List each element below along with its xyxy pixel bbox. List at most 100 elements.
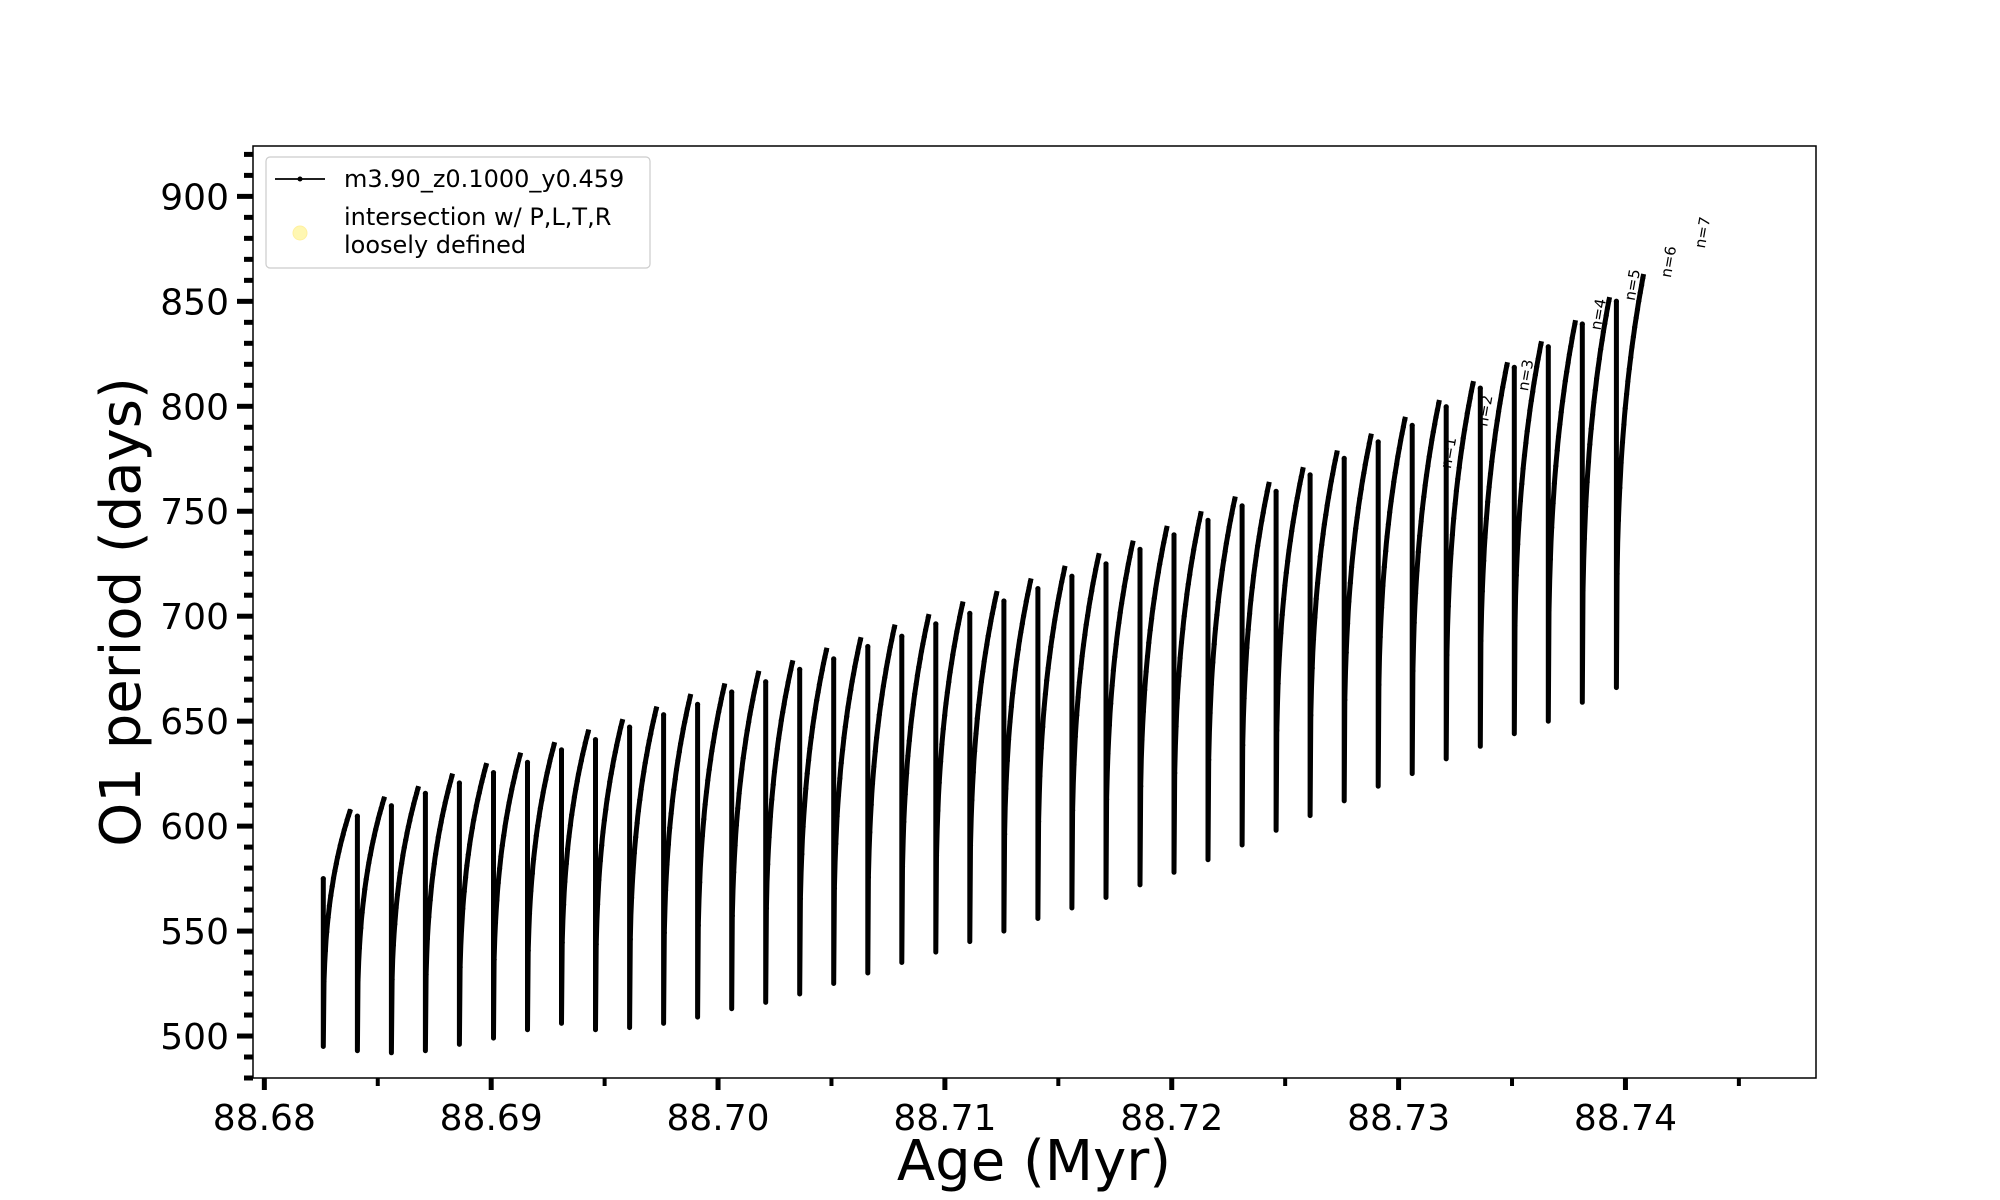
series-point <box>667 825 673 831</box>
series-point <box>950 652 956 658</box>
series-point <box>514 763 520 769</box>
series-point <box>343 822 349 828</box>
series-point <box>1255 543 1261 549</box>
series-point <box>1051 625 1057 631</box>
series-point <box>1331 464 1337 470</box>
series-point <box>1639 282 1645 288</box>
series-point <box>797 896 804 902</box>
series-point <box>855 650 861 656</box>
series-point <box>1278 630 1284 636</box>
series-point <box>672 776 678 782</box>
legend-entry-series: m3.90_z0.1000_y0.459 <box>344 165 624 193</box>
series-point <box>482 768 488 774</box>
series-point <box>980 668 986 675</box>
series-point <box>612 749 618 755</box>
series-point <box>646 738 652 744</box>
series-point <box>909 712 915 718</box>
series-point <box>1395 453 1401 459</box>
series-point <box>831 656 837 662</box>
series-point <box>532 844 538 850</box>
series-point <box>739 766 745 772</box>
series-point <box>1229 510 1235 516</box>
series-point <box>1042 691 1048 697</box>
series-point <box>800 824 806 830</box>
series-point <box>1140 708 1146 715</box>
series-point <box>1394 461 1400 467</box>
series-point <box>1614 571 1620 577</box>
series-point <box>1002 831 1008 837</box>
series-point <box>456 780 462 786</box>
y-tick-label: 700 <box>160 597 229 638</box>
series-point <box>1497 400 1503 406</box>
series-point <box>1086 604 1092 610</box>
y-tick-label: 750 <box>160 492 229 533</box>
series-point <box>1181 613 1187 619</box>
series-point <box>370 838 376 845</box>
series-point <box>1093 566 1099 573</box>
series-point <box>1177 655 1183 661</box>
series-point <box>1346 598 1352 604</box>
series-point <box>1144 653 1151 660</box>
series-point <box>473 803 479 809</box>
series-point <box>1296 488 1302 494</box>
x-tick-label: 88.74 <box>1574 1098 1677 1139</box>
series-point <box>671 787 677 793</box>
series-point <box>1244 645 1250 651</box>
series-point <box>1517 498 1523 504</box>
series-point <box>1176 673 1182 679</box>
series-point <box>1355 505 1361 511</box>
series-point <box>1087 596 1093 602</box>
series-point <box>1366 440 1372 447</box>
series-point <box>1036 818 1042 825</box>
series-point <box>1212 626 1219 632</box>
series-point <box>959 602 966 608</box>
series-point <box>682 719 688 725</box>
series-point <box>804 771 810 777</box>
series-point <box>883 666 889 673</box>
series-point <box>1259 517 1265 524</box>
series-point <box>371 832 377 838</box>
series-point <box>445 789 451 795</box>
series-point <box>472 810 478 816</box>
series-point <box>546 764 552 770</box>
series-point <box>969 797 975 803</box>
series-point <box>1600 329 1606 335</box>
series-point <box>814 697 820 703</box>
series-point <box>426 914 432 920</box>
series-point <box>778 717 784 724</box>
series-point <box>374 821 380 827</box>
series-point <box>899 633 905 639</box>
plot-area: n=1 n=2 n=3 n=4 n=5 n=6 n=7 <box>320 215 1714 1056</box>
series-point <box>1185 581 1191 587</box>
series-point <box>799 851 805 857</box>
series-point <box>1460 435 1466 441</box>
series-point <box>1554 448 1560 454</box>
series-point <box>849 679 855 685</box>
series-point <box>1591 399 1597 405</box>
series-point <box>1634 306 1641 312</box>
series-point <box>362 886 368 892</box>
series-point <box>1354 515 1360 521</box>
series-point <box>649 724 655 731</box>
series-point <box>408 812 414 818</box>
series-point <box>1021 613 1027 619</box>
series-point <box>367 852 373 858</box>
x-axis: 88.68 88.69 88.70 88.71 88.72 88.73 88.74 <box>213 1078 1741 1139</box>
series-point <box>547 758 553 764</box>
series-point <box>648 731 654 737</box>
series-point <box>1053 608 1059 614</box>
series-point <box>736 791 742 797</box>
series-point <box>1217 587 1223 594</box>
series-point <box>1147 627 1153 633</box>
series-point <box>1208 681 1214 687</box>
series-point <box>645 745 651 751</box>
series-point <box>1595 365 1601 372</box>
series-point <box>967 610 973 617</box>
series-point <box>1052 616 1058 622</box>
series-point <box>1139 737 1145 743</box>
series-point <box>1500 384 1506 390</box>
series-point <box>535 823 541 829</box>
series-point <box>1070 807 1076 814</box>
series-point <box>797 666 803 672</box>
series-point <box>1214 612 1220 618</box>
